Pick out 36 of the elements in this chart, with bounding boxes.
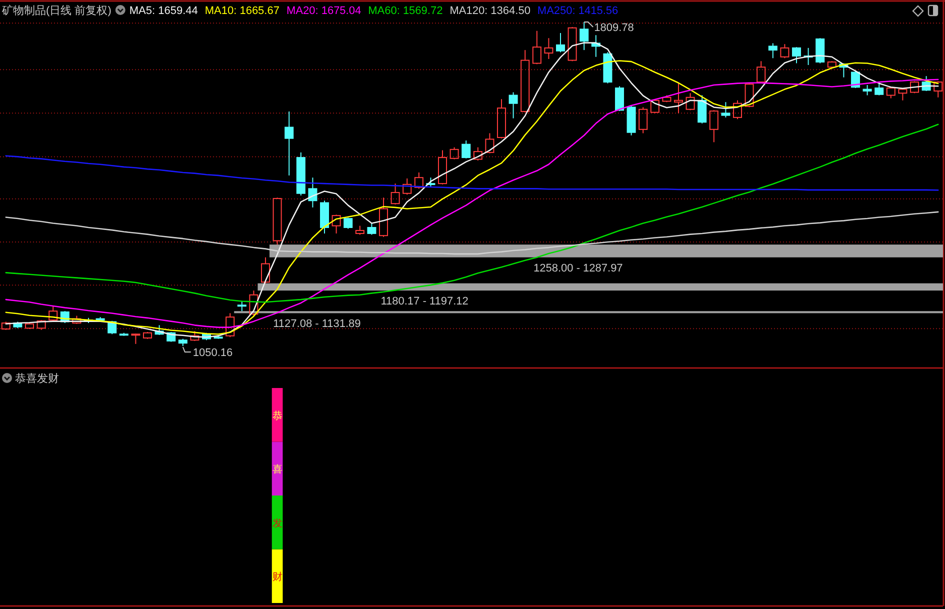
chart-title: 矿物制品(日线 前复权): [1, 4, 112, 17]
text: MA120: 1364.50: [450, 5, 530, 17]
candlestick: [874, 82, 884, 96]
candlestick: [462, 140, 471, 159]
text: MA10: 1665.67: [204, 5, 280, 17]
candlestick: [580, 22, 589, 51]
band-label: 1180.17 - 1197.12: [380, 296, 468, 308]
text: MA250: 1415.56: [537, 5, 618, 17]
text: MA20: 1675.04: [286, 5, 362, 17]
series-label: 恭: [272, 410, 282, 422]
candlestick: [556, 32, 566, 53]
candlestick: [284, 110, 294, 176]
candlestick: [367, 222, 376, 236]
candlestick: [721, 102, 730, 118]
text: 1050.16: [192, 347, 233, 359]
text: MA60: 1569.72: [368, 5, 443, 17]
text: MA5: 1659.44: [129, 5, 198, 17]
annotation: 1809.78: [594, 22, 634, 34]
series-label: 喜: [272, 464, 282, 476]
candlestick: [508, 92, 518, 119]
candlestick: [768, 42, 778, 59]
candlestick: [344, 217, 353, 230]
candlestick: [698, 94, 707, 124]
band-label: 1127.08 - 1131.89: [273, 318, 361, 330]
chart-title: 恭喜发财: [15, 372, 59, 385]
band-label: 1258.00 - 1287.97: [534, 262, 623, 274]
candlestick: [674, 82, 684, 114]
candlestick: [237, 300, 246, 312]
series-label: 财: [272, 571, 282, 584]
candlestick: [816, 38, 825, 64]
series-label: 发: [272, 518, 282, 530]
candlestick: [614, 86, 624, 112]
candlestick: [308, 177, 318, 208]
candlestick: [792, 46, 802, 64]
candlestick: [544, 38, 554, 60]
candlestick: [862, 84, 872, 96]
